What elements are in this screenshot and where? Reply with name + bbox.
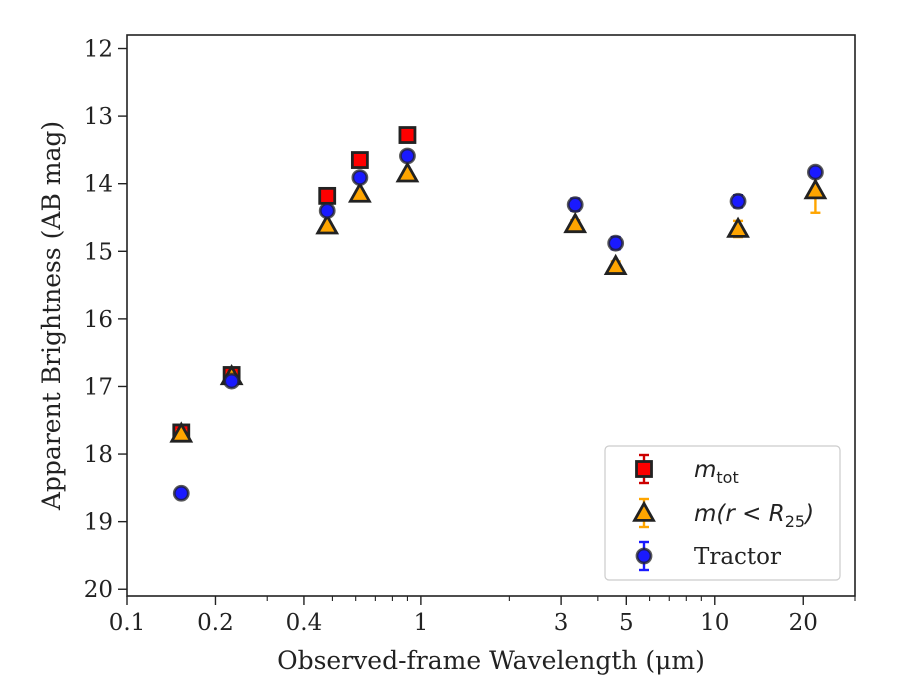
triangle-marker [395, 161, 420, 183]
y-tick-label: 17 [84, 374, 113, 400]
x-tick-label: 0.2 [197, 610, 234, 636]
circle-marker [566, 196, 584, 214]
x-tick-label: 10 [700, 610, 729, 636]
circle-marker [351, 169, 369, 187]
legend-label-sub: 25 [785, 512, 805, 531]
legend-label: m(r < R25) [694, 501, 814, 531]
triangle-marker [563, 211, 588, 234]
y-axis-label: Apparent Brightness (AB mag) [37, 121, 66, 511]
x-tick-label: 0.4 [286, 610, 323, 636]
legend-label: mtot [694, 457, 739, 487]
x-tick-label: 20 [789, 610, 818, 636]
y-tick-label: 16 [84, 307, 113, 333]
square-marker [398, 126, 417, 144]
legend-label-tail: ) [803, 501, 814, 527]
y-tick-label: 13 [84, 104, 113, 130]
circle-marker [729, 192, 747, 210]
circle-marker [807, 163, 824, 181]
legend-square-marker [635, 460, 653, 478]
legend-label-sub: tot [716, 468, 738, 487]
y-tick-label: 12 [84, 37, 113, 63]
plot-frame [126, 34, 856, 597]
triangle-marker [315, 213, 340, 235]
circle-marker [318, 202, 336, 220]
triangle-marker [803, 178, 828, 200]
x-axis: 0.1 0.2 0.4 1 3 5 10 20 [109, 596, 856, 636]
legend-label-main: m(r < R [694, 501, 785, 527]
legend-circle-marker [635, 547, 653, 565]
legend-box [604, 445, 841, 581]
y-tick-label: 18 [84, 442, 113, 468]
circle-marker [172, 484, 190, 502]
x-tick-label: 5 [619, 610, 634, 636]
circle-marker [399, 147, 416, 165]
y-tick-label: 20 [84, 577, 113, 603]
square-marker [350, 151, 369, 169]
y-tick-label: 14 [84, 172, 113, 198]
x-tick-label: 3 [554, 610, 569, 636]
y-axis: 12 13 14 15 16 17 18 19 20 [84, 37, 127, 603]
y-tick-label: 19 [84, 510, 113, 536]
triangle-marker [603, 253, 628, 275]
x-axis-label: Observed-frame Wavelength (μm) [277, 646, 705, 675]
triangle-marker [347, 181, 372, 203]
legend-triangle-marker [632, 500, 656, 522]
triangle-marker [169, 421, 194, 443]
series-2 [172, 147, 824, 502]
square-marker [318, 186, 337, 205]
plot-area [126, 34, 856, 597]
circle-marker [223, 372, 241, 390]
triangle-marker [726, 216, 750, 238]
y-tick-label: 15 [84, 239, 113, 265]
legend: mtot m(r < R25) Tractor [604, 445, 841, 581]
x-tick-label: 0.1 [109, 610, 146, 636]
circle-marker [607, 234, 625, 252]
legend-label-main: m [694, 457, 716, 483]
legend-label: Tractor [694, 544, 781, 570]
x-tick-label: 1 [414, 610, 429, 636]
